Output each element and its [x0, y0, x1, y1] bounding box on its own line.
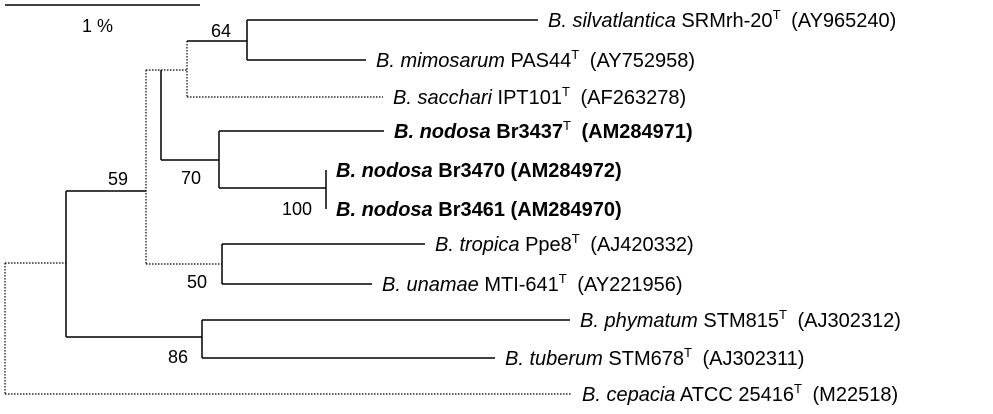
- taxon-accession: (AM284971): [581, 121, 692, 143]
- taxon-species: cepacia: [606, 384, 675, 406]
- taxon-genus: B.: [382, 274, 401, 296]
- bootstrap-value: 59: [108, 169, 128, 189]
- taxon-strain: ATCC 25416: [680, 384, 794, 406]
- taxon-accession: (AM284972): [511, 160, 622, 182]
- taxon-genus: B.: [394, 121, 414, 143]
- taxon-label: B. nodosa Br3461 (AM284970): [336, 199, 622, 221]
- taxon-label: B. phymatum STM815T (AJ302312): [580, 302, 901, 332]
- type-strain-mark: T: [684, 345, 692, 360]
- taxon-accession: (AJ302312): [798, 310, 901, 332]
- taxon-strain: Br3461: [438, 199, 505, 221]
- taxon-label: B. nodosa Br3437T (AM284971): [394, 113, 693, 143]
- taxon-label: B. sacchari IPT101T (AF263278): [393, 79, 686, 109]
- type-strain-mark: T: [779, 307, 787, 322]
- taxon-species: nodosa: [420, 121, 491, 143]
- taxon-strain: Br3470: [438, 160, 505, 182]
- taxon-strain: Br3437: [496, 121, 563, 143]
- taxon-species: tropica: [459, 234, 519, 256]
- taxon-species: sacchari: [417, 87, 492, 109]
- taxon-species: nodosa: [362, 199, 433, 221]
- taxon-species: mimosarum: [400, 50, 504, 72]
- bootstrap-value: 100: [282, 199, 312, 219]
- bootstrap-values: 64 70 100 59 50 86: [108, 21, 312, 367]
- taxon-label: B. silvatlantica SRMrh-20T (AY965240): [548, 2, 896, 32]
- taxon-strain: PAS44: [510, 50, 571, 72]
- taxon-genus: B.: [376, 50, 395, 72]
- type-strain-mark: T: [572, 231, 580, 246]
- taxon-accession: (AY965240): [791, 10, 896, 32]
- taxon-strain: IPT101: [498, 87, 562, 109]
- taxon-genus: B.: [580, 310, 599, 332]
- scale-bar-label: 1 %: [82, 16, 113, 36]
- tree-branches: [4, 19, 572, 395]
- type-strain-mark: T: [794, 381, 802, 396]
- taxon-label: B. cepacia ATCC 25416T (M22518): [582, 376, 898, 406]
- type-strain-mark: T: [571, 47, 579, 62]
- taxon-genus: B.: [435, 234, 454, 256]
- taxon-accession: (AY221956): [577, 274, 682, 296]
- taxon-strain: STM815: [703, 310, 779, 332]
- type-strain-mark: T: [773, 7, 781, 22]
- taxon-accession: (AF263278): [581, 87, 687, 109]
- taxon-species: phymatum: [603, 310, 697, 332]
- taxon-genus: B.: [393, 87, 412, 109]
- taxon-accession: (AY752958): [590, 50, 695, 72]
- type-strain-mark: T: [562, 84, 570, 99]
- taxon-strain: MTI-641: [484, 274, 558, 296]
- taxon-strain: STM678: [608, 348, 684, 370]
- bootstrap-value: 64: [211, 21, 231, 41]
- taxon-genus: B.: [582, 384, 601, 406]
- bootstrap-value: 86: [168, 347, 188, 367]
- taxon-species: unamae: [406, 274, 478, 296]
- taxon-label: B. tropica Ppe8T (AJ420332): [435, 226, 694, 256]
- bootstrap-value: 70: [181, 168, 201, 188]
- taxon-accession: (AM284970): [511, 199, 622, 221]
- taxon-genus: B.: [336, 160, 356, 182]
- taxon-accession: (AJ420332): [590, 234, 693, 256]
- taxon-genus: B.: [505, 348, 524, 370]
- taxon-species: nodosa: [362, 160, 433, 182]
- type-strain-mark: T: [559, 271, 567, 286]
- taxon-genus: B.: [548, 10, 567, 32]
- taxon-label: B. mimosarum PAS44T (AY752958): [376, 42, 695, 72]
- scale-bar: 1 %: [5, 4, 200, 36]
- taxon-label: B. tuberum STM678T (AJ302311): [505, 340, 804, 370]
- taxon-label: B. unamae MTI-641T (AY221956): [382, 266, 683, 296]
- taxon-accession: (M22518): [813, 384, 899, 406]
- taxon-species: silvatlantica: [572, 10, 675, 32]
- taxon-strain: SRMrh-20: [681, 10, 772, 32]
- taxon-labels: B. silvatlantica SRMrh-20T (AY965240) B.…: [336, 2, 901, 406]
- bootstrap-value: 50: [187, 272, 207, 292]
- taxon-genus: B.: [336, 199, 356, 221]
- taxon-label: B. nodosa Br3470 (AM284972): [336, 160, 622, 182]
- taxon-accession: (AJ302311): [703, 348, 805, 370]
- taxon-strain: Ppe8: [525, 234, 572, 256]
- type-strain-mark: T: [563, 118, 571, 133]
- taxon-species: tuberum: [529, 348, 602, 370]
